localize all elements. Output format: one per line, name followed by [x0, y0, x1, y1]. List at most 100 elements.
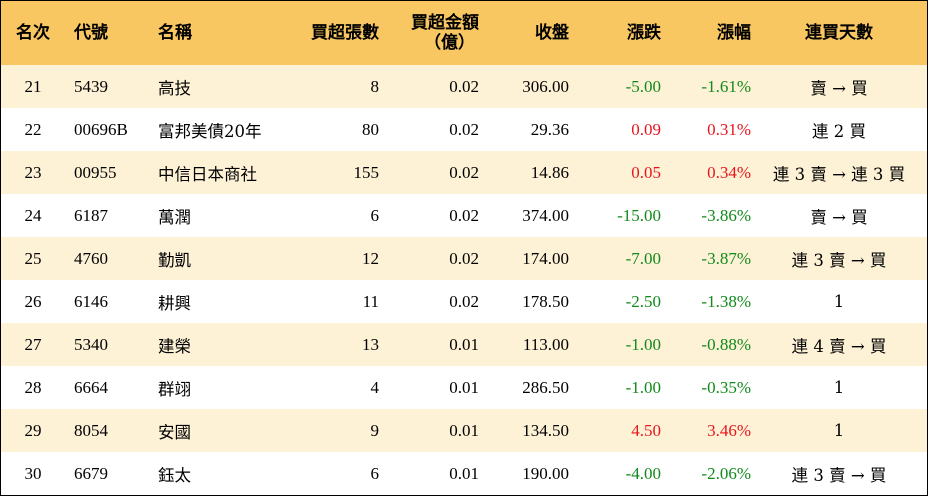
cell-close: 113.00	[522, 334, 569, 354]
cell-name: 高技	[158, 78, 191, 98]
cell-close: 29.36	[530, 119, 569, 139]
cell-change-pct: -0.88%	[701, 334, 751, 354]
header-change: 漲跌	[627, 23, 661, 43]
cell-net-buy-lots: 12	[362, 248, 379, 268]
cell-close: 14.86	[530, 162, 569, 182]
cell-streak: 賣 → 買	[810, 78, 868, 98]
cell-streak: 連 2 買	[812, 121, 866, 141]
cell-net-buy-lots: 8	[370, 76, 380, 96]
cell-code: 5439	[74, 76, 108, 96]
table-row: 24 6187 萬潤 6 0.02 374.00 -15.00 -3.86% 賣 → 買	[1, 194, 927, 237]
cell-code: 00696B	[74, 119, 128, 139]
cell-net-buy-amount: 0.02	[449, 119, 479, 139]
cell-close: 190.00	[522, 463, 569, 483]
cell-rank: 24	[24, 205, 42, 225]
cell-change-pct: -0.35%	[701, 377, 751, 397]
cell-rank: 30	[24, 463, 42, 483]
cell-net-buy-lots: 4	[370, 377, 380, 397]
cell-code: 8054	[74, 420, 108, 440]
cell-rank: 29	[24, 420, 42, 440]
cell-change: -7.00	[625, 248, 661, 268]
cell-change: -4.00	[625, 463, 661, 483]
cell-net-buy-lots: 9	[370, 420, 380, 440]
cell-streak: 連 3 賣 → 買	[791, 465, 887, 485]
header-net-buy-lots: 買超張數	[311, 23, 379, 43]
cell-streak: 賣 → 買	[810, 207, 868, 227]
table-row: 29 8054 安國 9 0.01 134.50 4.50 3.46% 1	[1, 409, 927, 452]
cell-change-pct: -1.61%	[701, 76, 751, 96]
cell-change-pct: -3.86%	[701, 205, 751, 225]
header-net-buy-amount-unit: （億）	[424, 33, 475, 53]
table-row: 23 00955 中信日本商社 155 0.02 14.86 0.05 0.34% 連 3 賣 …	[1, 151, 927, 194]
table-row: 26 6146 耕興 11 0.02 178.50 -2.50 -1.38% 1	[1, 280, 927, 323]
table-row: 30 6679 鈺太 6 0.01 190.00 -4.00 -2.06% 連 3 賣 → 買	[1, 452, 927, 495]
cell-change: -1.00	[625, 377, 661, 397]
cell-code: 6146	[74, 291, 108, 311]
cell-change: -5.00	[625, 76, 661, 96]
cell-streak: 1	[833, 292, 845, 311]
cell-net-buy-amount: 0.01	[449, 463, 479, 483]
table-row: 25 4760 勤凱 12 0.02 174.00 -7.00 -3.87% 連 3 賣 → 買	[1, 237, 927, 280]
cell-change-pct: -1.38%	[701, 291, 751, 311]
cell-net-buy-amount: 0.02	[449, 205, 479, 225]
cell-net-buy-lots: 155	[353, 162, 380, 182]
cell-change: 4.50	[631, 420, 661, 440]
cell-code: 6664	[74, 377, 108, 397]
cell-net-buy-amount: 0.01	[449, 377, 479, 397]
table-row: 21 5439 高技 8 0.02 306.00 -5.00 -1.61% 賣 → 買	[1, 65, 927, 108]
cell-close: 306.00	[522, 76, 569, 96]
cell-net-buy-amount: 0.02	[449, 162, 479, 182]
header-name: 名稱	[158, 23, 192, 43]
cell-change-pct: 0.34%	[707, 162, 751, 182]
header-code: 代號	[74, 23, 108, 43]
cell-name: 建榮	[158, 336, 191, 356]
cell-rank: 27	[24, 334, 42, 354]
header-close: 收盤	[535, 23, 569, 43]
cell-net-buy-lots: 80	[362, 119, 379, 139]
cell-close: 286.50	[522, 377, 569, 397]
cell-name: 富邦美債20年	[158, 121, 262, 141]
cell-change: 0.09	[631, 119, 661, 139]
header-net-buy-amount: 買超金額 （億）	[379, 1, 479, 65]
cell-close: 374.00	[522, 205, 569, 225]
cell-rank: 25	[24, 248, 42, 268]
cell-code: 6187	[74, 205, 108, 225]
cell-net-buy-amount: 0.01	[449, 334, 479, 354]
cell-net-buy-lots: 11	[362, 291, 379, 311]
cell-change: -2.50	[625, 291, 661, 311]
cell-rank: 28	[24, 377, 42, 397]
cell-code: 4760	[74, 248, 108, 268]
cell-rank: 21	[24, 76, 42, 96]
cell-rank: 23	[24, 162, 42, 182]
cell-change-pct: 0.31%	[707, 119, 751, 139]
cell-streak: 連 3 賣 → 買	[791, 250, 887, 270]
cell-close: 134.50	[522, 420, 569, 440]
cell-name: 中信日本商社	[158, 164, 257, 184]
cell-net-buy-amount: 0.02	[449, 248, 479, 268]
header-net-buy-amount-label: 買超金額	[411, 13, 479, 33]
cell-rank: 26	[24, 291, 42, 311]
header-change-pct: 漲幅	[717, 23, 751, 43]
cell-name: 安國	[158, 422, 191, 442]
cell-code: 5340	[74, 334, 108, 354]
cell-net-buy-amount: 0.02	[449, 291, 479, 311]
cell-close: 178.50	[522, 291, 569, 311]
cell-change-pct: -2.06%	[701, 463, 751, 483]
cell-streak: 連 4 賣 → 買	[791, 336, 887, 356]
cell-net-buy-lots: 6	[370, 463, 380, 483]
table-row: 22 00696B 富邦美債20年 80 0.02 29.36 0.09 0.31% 連 2 買	[1, 108, 927, 151]
cell-streak: 1	[833, 378, 845, 397]
cell-change: -1.00	[625, 334, 661, 354]
cell-net-buy-amount: 0.01	[449, 420, 479, 440]
cell-change-pct: -3.87%	[701, 248, 751, 268]
cell-name: 群翊	[158, 379, 191, 399]
cell-code: 00955	[74, 162, 117, 182]
cell-code: 6679	[74, 463, 108, 483]
table-header-row: 名次 代號 名稱 買超張數 買超金額 （億） 收盤 漲跌 漲幅 連買天數	[1, 1, 927, 65]
header-rank: 名次	[16, 23, 50, 43]
cell-change: -15.00	[617, 205, 661, 225]
cell-name: 勤凱	[158, 250, 191, 270]
table-row: 28 6664 群翊 4 0.01 286.50 -1.00 -0.35% 1	[1, 366, 927, 409]
